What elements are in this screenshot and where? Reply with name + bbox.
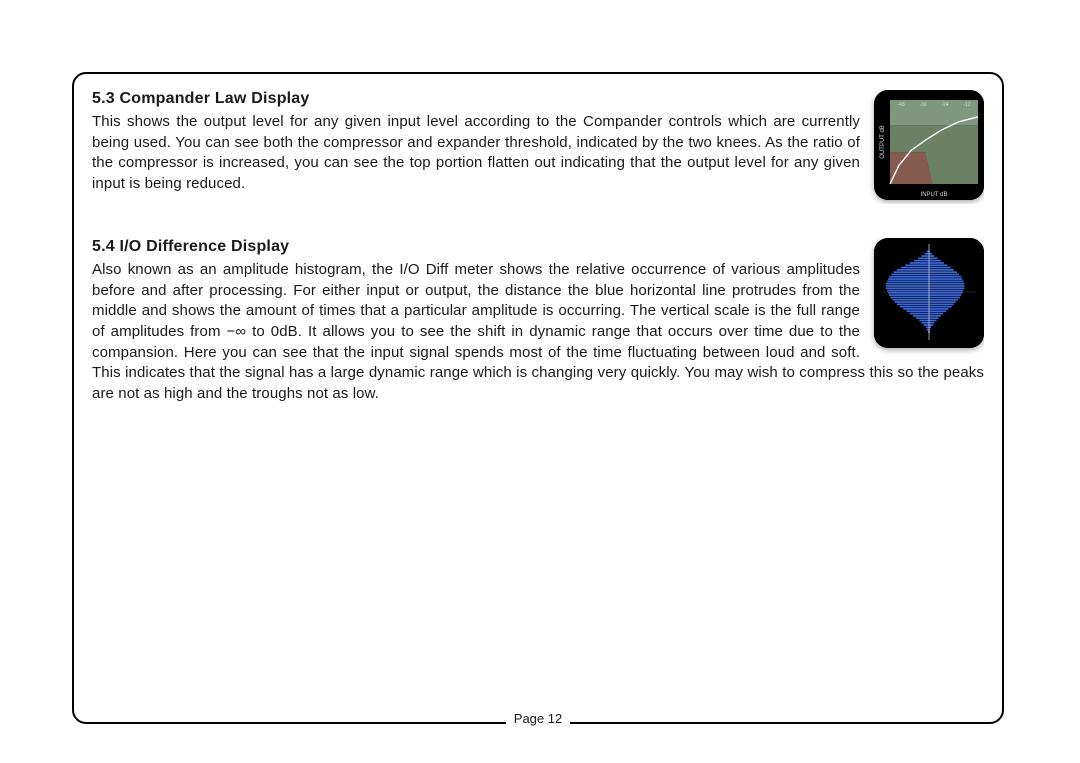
io-difference-chart (874, 238, 984, 348)
section-io-difference: 5.4 I/O Difference Display Also known as… (92, 238, 984, 405)
page-number: Page 12 (506, 711, 570, 726)
section-compander-law: -48 -36 -24 -12 OUTPUT dB INPUT dB 5.3 Compan… (92, 90, 984, 204)
page-content: -48 -36 -24 -12 OUTPUT dB INPUT dB 5.3 Compan… (92, 90, 984, 690)
svg-text:INPUT dB: INPUT dB (921, 192, 948, 198)
compander-law-thumbnail: -48 -36 -24 -12 OUTPUT dB INPUT dB (874, 90, 984, 200)
svg-text:-12: -12 (963, 102, 970, 108)
compander-law-chart: -48 -36 -24 -12 OUTPUT dB INPUT dB (874, 90, 984, 200)
svg-text:-24: -24 (941, 102, 948, 108)
heading-5-3: 5.3 Compander Law Display (92, 90, 984, 108)
svg-text:-36: -36 (919, 102, 926, 108)
body-5-4: Also known as an amplitude histogram, th… (92, 260, 984, 405)
svg-text:OUTPUT dB: OUTPUT dB (880, 125, 886, 159)
svg-text:-48: -48 (897, 102, 904, 108)
heading-5-4: 5.4 I/O Difference Display (92, 238, 984, 256)
body-5-3: This shows the output level for any give… (92, 112, 984, 195)
io-difference-thumbnail (874, 238, 984, 348)
page-footer: Page 12 (74, 724, 1002, 742)
page-frame: -48 -36 -24 -12 OUTPUT dB INPUT dB 5.3 Compan… (72, 72, 1004, 724)
